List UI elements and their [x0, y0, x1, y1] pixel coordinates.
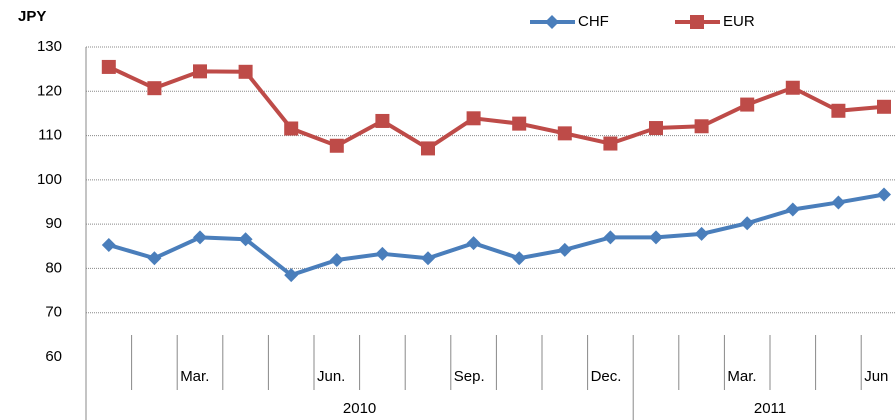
marker	[694, 119, 709, 134]
y-tick-label: 70	[45, 304, 62, 321]
marker	[147, 81, 162, 96]
legend-bg	[430, 5, 895, 43]
marker	[694, 226, 709, 241]
marker	[375, 113, 390, 128]
marker	[284, 121, 299, 136]
y-tick-label: 130	[37, 38, 62, 55]
x-tick-label: Mar.	[727, 368, 756, 385]
x-tick-label: Jun.	[317, 368, 345, 385]
marker	[649, 230, 663, 245]
marker	[421, 251, 435, 266]
x-tick-label: Jun	[864, 368, 888, 385]
marker	[238, 64, 253, 79]
y-tick-label: 110	[38, 127, 62, 144]
marker	[375, 246, 390, 261]
marker	[101, 237, 116, 252]
x-tick-label: Mar.	[180, 368, 209, 385]
marker	[740, 97, 755, 112]
marker	[877, 99, 891, 114]
y-tick-label: 60	[45, 348, 62, 365]
legend-marker	[690, 15, 704, 29]
marker	[603, 230, 618, 245]
y-tick-label: 90	[45, 215, 62, 232]
marker	[877, 187, 891, 202]
marker	[329, 253, 344, 268]
marker	[421, 141, 435, 156]
legend-label: CHF	[578, 13, 609, 30]
marker	[557, 242, 572, 257]
x-group-label: 2011	[754, 400, 786, 417]
marker	[831, 195, 846, 210]
marker	[193, 64, 207, 79]
marker	[785, 202, 800, 217]
marker	[147, 251, 162, 266]
marker	[649, 121, 663, 136]
marker	[466, 236, 481, 251]
x-group-label: 2010	[343, 400, 376, 417]
marker	[557, 126, 572, 141]
marker	[740, 216, 755, 231]
legend-marker	[545, 15, 559, 29]
y-tick-label: 80	[45, 259, 62, 276]
marker	[466, 111, 481, 126]
x-tick-label: Dec.	[591, 368, 622, 385]
line	[108, 192, 885, 278]
marker	[193, 230, 207, 245]
line	[107, 65, 885, 151]
marker	[785, 80, 800, 95]
marker	[831, 103, 846, 118]
marker	[238, 232, 253, 247]
marker	[603, 136, 618, 151]
y-tick-label: 100	[37, 171, 62, 188]
y-axis-label: JPY	[18, 8, 46, 25]
marker	[101, 59, 116, 74]
legend-label: EUR	[723, 13, 755, 30]
y-tick-label: 120	[37, 82, 62, 99]
x-tick-label: Sep.	[454, 368, 485, 385]
marker	[512, 251, 527, 266]
marker	[512, 116, 527, 131]
marker	[284, 268, 299, 283]
marker	[329, 138, 344, 153]
